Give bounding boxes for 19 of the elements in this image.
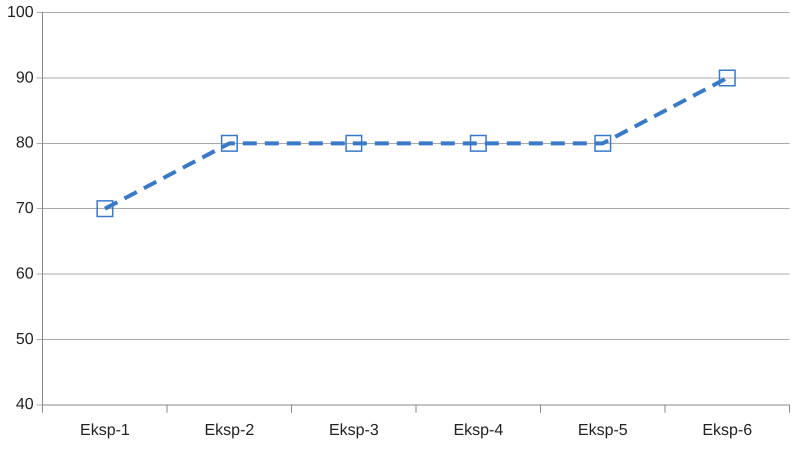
y-tick-label: 100: [6, 4, 34, 22]
x-tick-label: Eksp-1: [80, 422, 130, 439]
x-tick-label: Eksp-5: [578, 422, 628, 439]
y-tick-label: 90: [16, 69, 34, 86]
point: [220, 134, 238, 152]
y-tick-label: 70: [16, 200, 34, 218]
point: [718, 69, 736, 86]
y-tick-label: 40: [16, 396, 34, 414]
x-tick-label: Eksp-3: [328, 422, 379, 439]
x-tick-label: Eksp-6: [702, 422, 752, 439]
point: [470, 134, 487, 152]
y-tick-label: 60: [16, 265, 34, 282]
x-tick-label: Eksp-4: [453, 422, 504, 439]
y-tick-label: 50: [16, 330, 34, 348]
x-tick-label: Eksp-2: [204, 422, 254, 439]
y-tick-label: 80: [16, 134, 34, 152]
point: [345, 134, 362, 152]
point: [594, 134, 612, 152]
point: [96, 200, 114, 218]
